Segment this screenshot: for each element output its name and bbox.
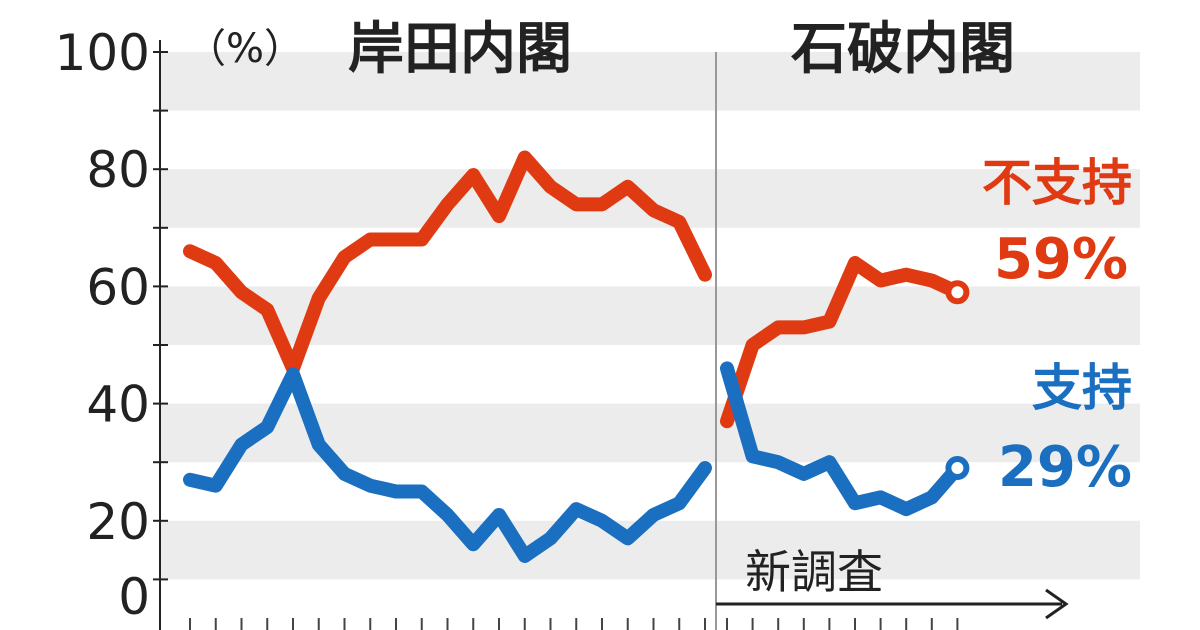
y-tick-label: 20 [86, 493, 150, 551]
unit-label: （%） [186, 26, 304, 72]
grid-band [160, 52, 1140, 111]
grid-band [160, 520, 1140, 580]
panel-title-ishiba: 石破内閣 [791, 17, 1015, 82]
new-survey-arrow [716, 588, 1069, 620]
approve-label: 支持 [1032, 359, 1132, 417]
disapprove-label: 不支持 [982, 154, 1132, 212]
y-tick-label: 80 [86, 141, 150, 199]
y-tick-label: 0 [118, 568, 150, 626]
disapprove-value: 59% [994, 227, 1128, 292]
y-tick-label: 100 [55, 24, 150, 82]
panel-title-kishida: 岸田内閣 [348, 17, 572, 82]
new-survey-label: 新調査 [745, 545, 883, 599]
data-point [945, 280, 970, 305]
data-point [945, 456, 970, 481]
approve-value: 29% [998, 435, 1132, 500]
y-tick-label: 60 [86, 258, 150, 316]
series-line-approve [720, 361, 965, 517]
y-tick-label: 40 [86, 376, 150, 434]
series-line-disapprove [720, 255, 965, 429]
